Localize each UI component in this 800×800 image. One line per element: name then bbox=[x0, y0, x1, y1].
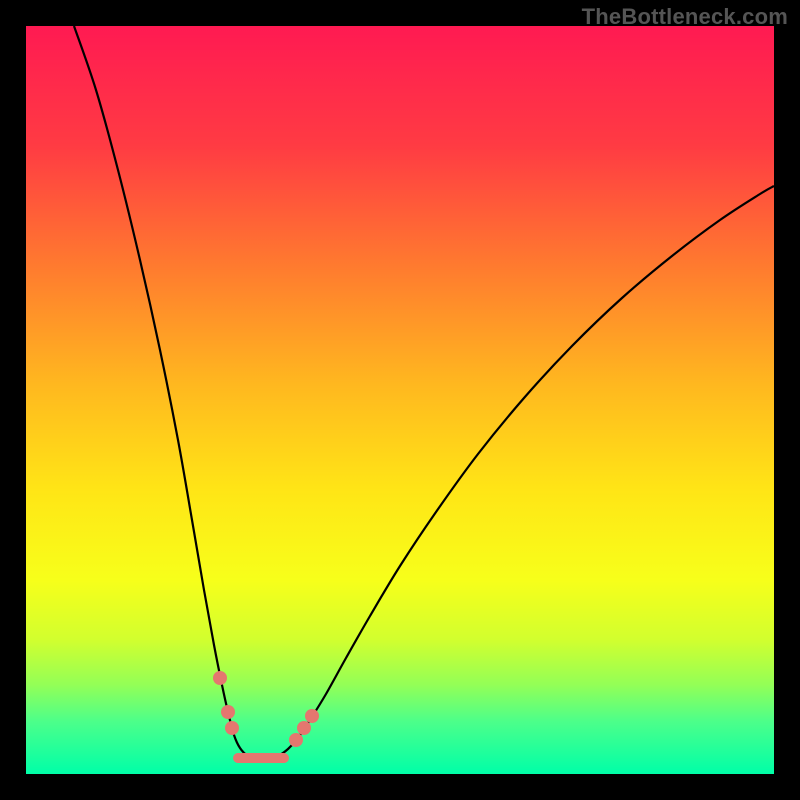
chart-frame: TheBottleneck.com bbox=[0, 0, 800, 800]
watermark-text: TheBottleneck.com bbox=[582, 4, 788, 30]
marker-dot bbox=[213, 671, 227, 685]
marker-dot bbox=[225, 721, 239, 735]
marker-dot bbox=[305, 709, 319, 723]
plot-background bbox=[26, 26, 774, 774]
marker-dot bbox=[297, 721, 311, 735]
marker-dot bbox=[289, 733, 303, 747]
chart-svg bbox=[0, 0, 800, 800]
marker-dot bbox=[221, 705, 235, 719]
